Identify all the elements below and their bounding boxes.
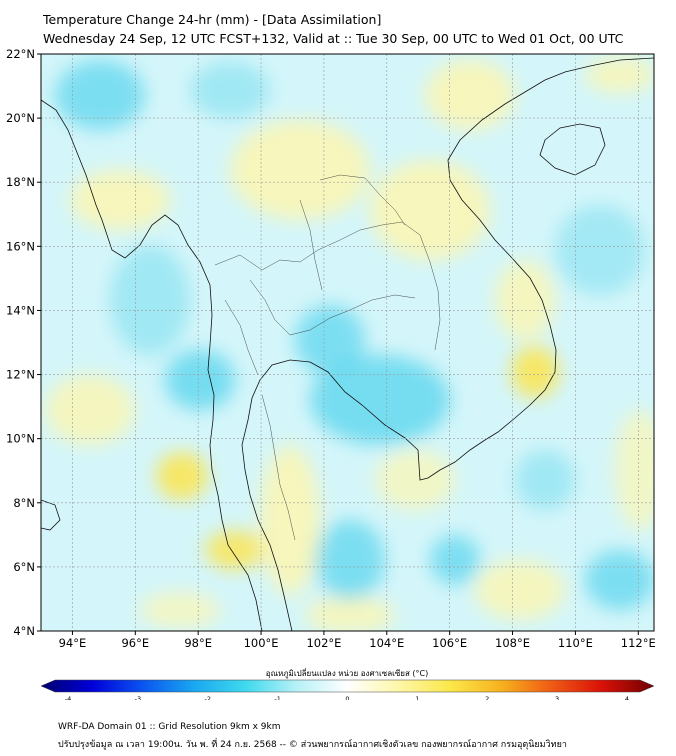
colorbar-tick-label: 2 [485,695,489,700]
island-outline [41,499,61,531]
warm-area [495,260,555,340]
colorbar-tick-label: -1 [274,695,280,700]
warm-area [425,60,515,130]
province-borders [214,174,441,541]
lon-tick-label: 100°E [244,636,279,650]
warm-area [585,57,654,93]
border-line [299,199,323,291]
lon-tick-label: 102°E [306,636,341,650]
field-anomalies [45,57,654,631]
lat-tick-label: 8°N [13,496,35,510]
border-line [214,221,441,351]
lon-tick-label: 110°E [558,636,593,650]
warm-area [230,120,370,220]
warm-area [70,170,170,230]
cool-area [585,550,654,610]
lon-tick-label: 94°E [59,636,87,650]
warm-area [156,452,208,500]
border-line [249,279,416,336]
lat-tick-label: 20°N [6,111,35,125]
cool-area [555,205,645,295]
lon-tick-label: 106°E [432,636,467,650]
cool-area [55,60,145,130]
warm-area [305,597,395,631]
map-frame [40,53,655,632]
colorbar-tick-label: 4 [625,695,629,700]
colorbar-tick-label: -2 [205,695,211,700]
longitude-tick-labels: 94°E 96°E 98°E 100°E 102°E 104°E 106°E 108°E 110… [59,631,656,650]
gridlines [41,54,654,631]
lat-tick-label: 4°N [13,624,35,638]
border-line [261,394,296,541]
lat-tick-label: 18°N [6,175,35,189]
temperature-field [41,54,654,631]
warm-area [45,375,135,445]
warm-area [205,530,265,570]
colorbar-title: อุณหภูมิเปลี่ยนแปลง หน่วย องศาเซลเซียส (… [266,667,428,679]
colorbar-tick-label: 3 [555,695,559,700]
chart-title: Temperature Change 24-hr (mm) - [Data As… [43,12,382,27]
lon-tick-label: 112°E [621,636,656,650]
warm-area [475,560,565,620]
warm-area [370,160,490,260]
cool-area [430,535,480,585]
coastlines [41,57,654,631]
warm-area [615,410,654,530]
latitude-tick-labels: 22°N 20°N 18°N 16°N 14°N 12°N 10°N 8°N 6°N 4°N [6,47,41,638]
colorbar-tick-label: 1 [415,695,419,700]
warm-area [511,346,559,398]
cool-area [295,305,365,375]
lat-tick-label: 6°N [13,560,35,574]
hainan-outline [539,123,606,176]
cool-area [110,245,190,355]
cool-area [190,62,270,118]
myanmar-coastline [41,99,263,631]
cool-area [310,355,450,445]
colorbar [40,679,655,693]
footer-info: WRF-DA Domain 01 :: Grid Resolution 9km … [58,722,281,732]
cool-area [515,450,575,510]
lon-tick-label: 104°E [369,636,404,650]
lat-tick-label: 16°N [6,239,35,253]
warm-area [260,445,320,595]
lat-tick-label: 12°N [6,368,35,382]
map-figure: 22°N 20°N 18°N 16°N 14°N 12°N 10°N 8°N 6°N 4°N 94… [6,47,656,700]
warm-area [140,592,220,628]
chart-subtitle: Wednesday 24 Sep, 12 UTC FCST+132, Valid… [43,31,624,46]
colorbar-tick-label: 0 [345,695,349,700]
footer-credit: ปรับปรุงข้อมูล ณ เวลา 19:00น. วัน พ. ที่… [58,740,567,750]
colorbar-tick-label: -4 [65,695,71,700]
colorbar-tick-label: -3 [135,695,141,700]
colorbar-tick-labels: -4 -3 -2 -1 0 1 2 3 4 [65,695,629,700]
warm-area [375,450,455,510]
indochina-coastline [241,57,654,631]
lat-tick-label: 14°N [6,303,35,317]
lat-tick-label: 22°N [6,47,35,61]
border-line [224,299,259,376]
cool-area [315,520,385,600]
border-line [319,174,406,226]
lat-tick-label: 10°N [6,432,35,446]
lon-tick-label: 96°E [121,636,149,650]
lon-tick-label: 108°E [495,636,530,650]
cool-area [165,350,235,410]
lon-tick-label: 98°E [184,636,212,650]
